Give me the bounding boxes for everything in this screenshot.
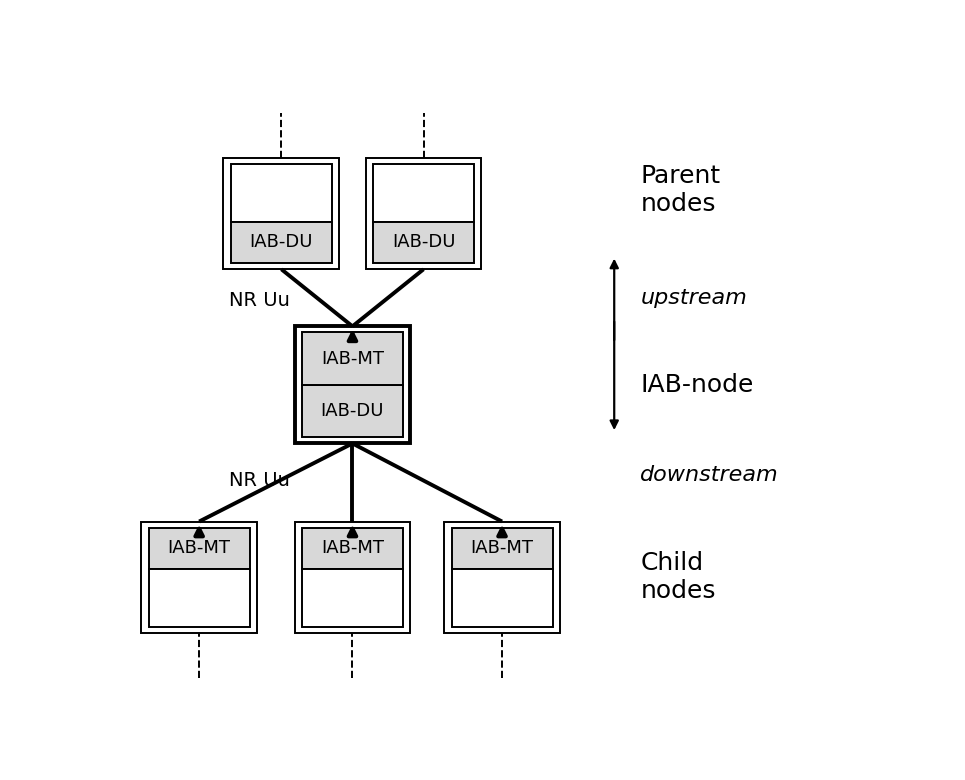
Bar xyxy=(444,522,560,633)
Bar xyxy=(302,527,403,569)
Text: downstream: downstream xyxy=(641,465,779,485)
Text: IAB-DU: IAB-DU xyxy=(250,233,314,251)
Bar xyxy=(452,527,553,569)
Text: IAB-node: IAB-node xyxy=(641,373,754,397)
Bar xyxy=(294,326,410,444)
Bar xyxy=(373,164,474,222)
Text: IAB-DU: IAB-DU xyxy=(320,402,384,420)
Bar xyxy=(302,569,403,626)
Text: upstream: upstream xyxy=(641,288,747,308)
Text: IAB-DU: IAB-DU xyxy=(392,233,455,251)
Bar xyxy=(141,522,257,633)
Bar xyxy=(373,222,474,264)
Text: IAB-MT: IAB-MT xyxy=(471,539,534,558)
Text: IAB-MT: IAB-MT xyxy=(321,539,384,558)
Text: IAB-MT: IAB-MT xyxy=(168,539,231,558)
Bar xyxy=(452,569,553,626)
Bar xyxy=(224,158,340,269)
Text: Child
nodes: Child nodes xyxy=(641,551,716,603)
Text: Parent
nodes: Parent nodes xyxy=(641,164,721,215)
Bar xyxy=(231,164,332,222)
Bar xyxy=(294,522,410,633)
Bar xyxy=(302,332,403,385)
Text: NR Uu: NR Uu xyxy=(229,291,290,310)
Bar xyxy=(149,569,250,626)
Bar xyxy=(366,158,482,269)
Bar xyxy=(302,385,403,438)
Text: NR Uu: NR Uu xyxy=(229,471,290,491)
Text: IAB-MT: IAB-MT xyxy=(321,349,384,367)
Bar xyxy=(231,222,332,264)
Bar xyxy=(149,527,250,569)
